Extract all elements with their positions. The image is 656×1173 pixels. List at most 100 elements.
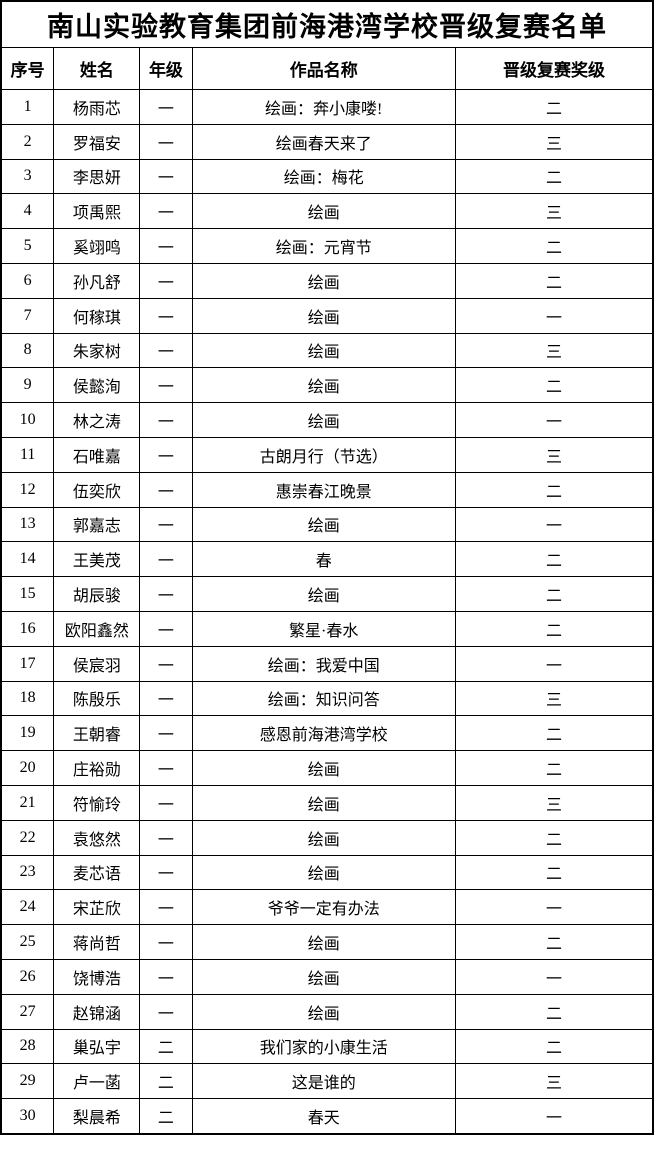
cell-name: 杨雨芯	[53, 89, 141, 125]
cell-grade: 一	[139, 332, 193, 369]
cell-award: 一	[454, 402, 654, 438]
cell-name: 卢一菡	[53, 1063, 141, 1100]
table-row: 23 麦芯语一绘画二	[0, 854, 654, 891]
cell-index: 19	[0, 715, 55, 752]
cell-award: 三	[454, 680, 654, 717]
cell-name: 麦芯语	[53, 854, 141, 891]
table-body: 1 杨雨芯一绘画：奔小康喽! 二 2 罗福安一绘画春天来了三 3 李思妍一绘画：梅花二 4 项禹…	[0, 89, 654, 1135]
cell-award: 三	[454, 123, 654, 160]
column-header-index: 序号	[0, 47, 55, 90]
cell-work-title: 爷爷一定有办法	[191, 889, 456, 926]
cell-name: 奚翊鸣	[53, 228, 141, 264]
cell-index: 3	[0, 158, 55, 195]
cell-name: 宋芷欣	[53, 889, 141, 926]
table-row: 29 卢一菡二这是谁的三	[0, 1063, 654, 1100]
cell-index: 8	[0, 332, 55, 369]
cell-name: 孙凡舒	[53, 262, 141, 299]
cell-name: 袁悠然	[53, 819, 141, 856]
column-header-award: 晋级复赛奖级	[454, 47, 654, 90]
cell-index: 6	[0, 262, 55, 299]
table-row: 28 巢弘宇二我们家的小康生活二	[0, 1028, 654, 1065]
cell-award: 一	[454, 506, 654, 543]
cell-award: 二	[454, 158, 654, 195]
cell-award: 三	[454, 784, 654, 821]
cell-award: 二	[454, 993, 654, 1030]
cell-award: 二	[454, 819, 654, 856]
table-row: 12 伍奕欣一惠崇春江晚景二	[0, 471, 654, 508]
cell-index: 27	[0, 993, 55, 1030]
table-row: 15 胡辰骏一绘画二	[0, 576, 654, 612]
cell-name: 侯懿洵	[53, 367, 141, 404]
cell-name: 巢弘宇	[53, 1028, 141, 1065]
table-row: 11 石唯嘉一古朗月行（节选）三	[0, 436, 654, 473]
cell-award: 二	[454, 610, 654, 647]
cell-name: 王美茂	[53, 541, 141, 578]
cell-work-title: 绘画：我爱中国	[191, 645, 456, 682]
cell-award: 一	[454, 889, 654, 926]
cell-index: 29	[0, 1063, 55, 1100]
table-row: 14 王美茂一春二	[0, 541, 654, 578]
table-row: 3 李思妍一绘画：梅花二	[0, 158, 654, 195]
cell-work-title: 绘画	[191, 854, 456, 891]
cell-grade: 一	[139, 297, 193, 334]
cell-award: 二	[454, 715, 654, 752]
cell-name: 朱家树	[53, 332, 141, 369]
cell-index: 12	[0, 471, 55, 508]
table-row: 18 陈殷乐一绘画：知识问答三	[0, 680, 654, 717]
table-row: 26 饶博浩一绘画一	[0, 958, 654, 995]
table-row: 24 宋芷欣一爷爷一定有办法一	[0, 889, 654, 926]
cell-name: 梨晨希	[53, 1098, 141, 1135]
cell-name: 赵锦涵	[53, 993, 141, 1030]
cell-award: 一	[454, 645, 654, 682]
cell-award: 二	[454, 471, 654, 508]
table-row: 5 奚翊鸣一绘画：元宵节二	[0, 228, 654, 264]
cell-index: 15	[0, 576, 55, 612]
cell-grade: 一	[139, 645, 193, 682]
cell-work-title: 春天	[191, 1098, 456, 1135]
table-row: 4 项禹熙一绘画三	[0, 193, 654, 230]
table-row: 25 蒋尚哲一绘画二	[0, 924, 654, 960]
cell-grade: 一	[139, 262, 193, 299]
cell-grade: 一	[139, 89, 193, 125]
cell-work-title: 繁星·春水	[191, 610, 456, 647]
cell-index: 7	[0, 297, 55, 334]
cell-award: 三	[454, 193, 654, 230]
cell-grade: 一	[139, 193, 193, 230]
cell-award: 一	[454, 958, 654, 995]
cell-index: 14	[0, 541, 55, 578]
cell-grade: 一	[139, 576, 193, 612]
cell-work-title: 这是谁的	[191, 1063, 456, 1100]
cell-work-title: 绘画	[191, 819, 456, 856]
cell-grade: 一	[139, 367, 193, 404]
cell-grade: 一	[139, 854, 193, 891]
cell-work-title: 绘画	[191, 193, 456, 230]
table-row: 9 侯懿洵一绘画二	[0, 367, 654, 404]
cell-index: 11	[0, 436, 55, 473]
cell-work-title: 绘画	[191, 924, 456, 960]
cell-award: 二	[454, 228, 654, 264]
cell-name: 林之涛	[53, 402, 141, 438]
cell-grade: 一	[139, 993, 193, 1030]
cell-index: 20	[0, 750, 55, 786]
cell-work-title: 绘画	[191, 993, 456, 1030]
column-header-work: 作品名称	[191, 47, 456, 90]
cell-index: 2	[0, 123, 55, 160]
cell-grade: 二	[139, 1028, 193, 1065]
cell-grade: 一	[139, 471, 193, 508]
cell-name: 陈殷乐	[53, 680, 141, 717]
cell-name: 符愉玲	[53, 784, 141, 821]
cell-grade: 一	[139, 228, 193, 264]
title-row: 南山实验教育集团前海港湾学校晋级复赛名单	[0, 0, 654, 48]
cell-grade: 一	[139, 680, 193, 717]
cell-work-title: 绘画	[191, 262, 456, 299]
cell-name: 侯宸羽	[53, 645, 141, 682]
cell-grade: 一	[139, 123, 193, 160]
cell-index: 22	[0, 819, 55, 856]
cell-award: 二	[454, 367, 654, 404]
cell-work-title: 绘画	[191, 506, 456, 543]
cell-work-title: 绘画	[191, 958, 456, 995]
cell-grade: 一	[139, 506, 193, 543]
cell-grade: 一	[139, 610, 193, 647]
header-row: 序号 姓名 年级 作品名称 晋级复赛奖级	[0, 47, 654, 90]
cell-name: 何稼琪	[53, 297, 141, 334]
